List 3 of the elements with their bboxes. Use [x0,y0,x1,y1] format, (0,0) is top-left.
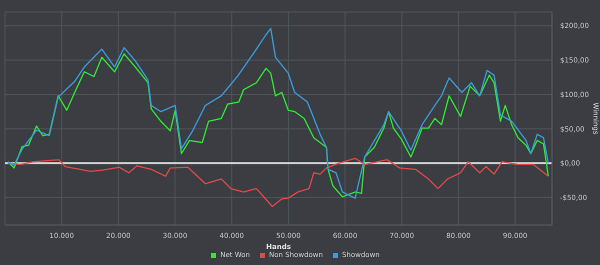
line-series [7,158,549,208]
line-series [7,53,549,198]
line-series [7,28,549,199]
